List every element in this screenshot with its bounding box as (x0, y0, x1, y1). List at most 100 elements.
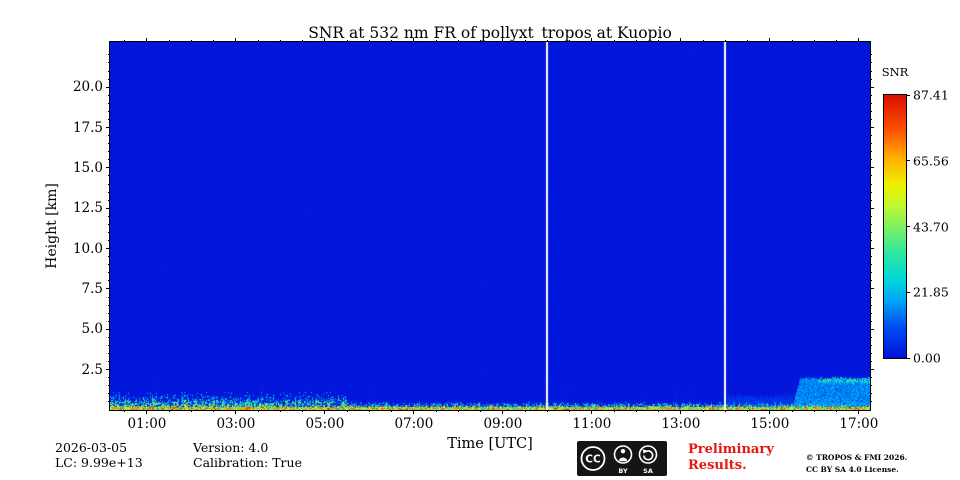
y-tick-mark (106, 207, 110, 209)
y-minor-tick-mark-right (870, 151, 872, 153)
y-minor-tick-mark (108, 256, 110, 258)
x-minor-tick-mark (747, 410, 749, 412)
x-minor-tick-mark (480, 410, 482, 412)
y-minor-tick-mark (108, 377, 110, 379)
by-label: BY (618, 467, 628, 475)
x-tick-mark (858, 410, 860, 414)
colorbar-tick-mark (906, 291, 910, 293)
x-tick-mark (769, 410, 771, 414)
y-tick-mark (106, 127, 110, 129)
y-tick-mark (106, 248, 110, 250)
y-tick-mark-right (870, 86, 874, 88)
x-minor-tick-mark-top (124, 40, 126, 42)
x-minor-tick-mark-top (836, 40, 838, 42)
colorbar-tick-label: 65.56 (913, 153, 949, 169)
sa-arrow-arc (643, 450, 654, 461)
y-minor-tick-mark-right (870, 94, 872, 96)
y-minor-tick-mark (108, 118, 110, 120)
y-minor-tick-mark (108, 393, 110, 395)
y-minor-tick-mark (108, 312, 110, 314)
x-tick-label: 05:00 (305, 416, 345, 432)
x-minor-tick-mark (457, 410, 459, 412)
y-minor-tick-mark-right (870, 377, 872, 379)
y-minor-tick-mark-right (870, 135, 872, 137)
y-minor-tick-mark (108, 320, 110, 322)
x-minor-tick-mark-top (213, 40, 215, 42)
y-tick-mark-right (870, 127, 874, 129)
y-tick-mark-right (870, 207, 874, 209)
x-tick-mark (324, 410, 326, 414)
y-tick-mark (106, 328, 110, 330)
plot-area (109, 41, 871, 411)
y-minor-tick-mark-right (870, 54, 872, 56)
preliminary-results-text: Preliminary Results. (688, 442, 774, 473)
x-minor-tick-mark (724, 410, 726, 412)
x-tick-label: 07:00 (394, 416, 434, 432)
colorbar-tick-label: 43.70 (913, 219, 949, 234)
y-minor-tick-mark-right (870, 183, 872, 185)
y-tick-label: 10.0 (72, 240, 103, 257)
y-minor-tick-mark-right (870, 102, 872, 104)
y-minor-tick-mark (108, 296, 110, 298)
y-minor-tick-mark (108, 215, 110, 217)
x-minor-tick-mark-top (813, 40, 815, 42)
x-tick-mark-top (502, 38, 504, 42)
y-tick-mark-right (870, 248, 874, 250)
version-text: Version: 4.0 (193, 440, 269, 455)
x-minor-tick-mark-top (457, 40, 459, 42)
y-tick-label: 5.0 (81, 321, 103, 338)
y-minor-tick-mark (108, 135, 110, 137)
colorbar-tick-label: 21.85 (913, 284, 949, 300)
x-minor-tick-mark (613, 410, 615, 412)
y-minor-tick-mark-right (870, 296, 872, 298)
y-minor-tick-mark (108, 401, 110, 403)
y-minor-tick-mark-right (870, 215, 872, 217)
lidar-constant-text: LC: 9.99e+13 (55, 455, 143, 470)
x-tick-label: 15:00 (750, 416, 790, 432)
x-minor-tick-mark (279, 410, 281, 412)
copyright-line1: © TROPOS & FMI 2026. (806, 453, 908, 462)
y-minor-tick-mark-right (870, 191, 872, 193)
x-minor-tick-mark (190, 410, 192, 412)
x-tick-label: 13:00 (661, 416, 701, 432)
y-minor-tick-mark (108, 199, 110, 201)
x-minor-tick-mark-top (747, 40, 749, 42)
x-minor-tick-mark-top (435, 40, 437, 42)
by-person-body (619, 457, 627, 462)
colorbar-title: SNR (881, 65, 909, 79)
x-minor-tick-mark (124, 410, 126, 412)
measurement-date: 2026-03-05 (55, 440, 128, 455)
y-minor-tick-mark (108, 191, 110, 193)
y-minor-tick-mark (108, 78, 110, 80)
x-minor-tick-mark-top (190, 40, 192, 42)
x-minor-tick-mark (168, 410, 170, 412)
x-minor-tick-mark (569, 410, 571, 412)
snr-heatmap (110, 42, 870, 410)
sa-label: SA (643, 467, 653, 475)
colorbar-tick-label: 87.41 (913, 87, 949, 103)
x-tick-mark-top (235, 38, 237, 42)
x-minor-tick-mark-top (724, 40, 726, 42)
x-minor-tick-mark-top (546, 40, 548, 42)
y-minor-tick-mark (108, 110, 110, 112)
x-tick-mark-top (324, 38, 326, 42)
y-minor-tick-mark (108, 143, 110, 145)
colorbar-tick-label: 0.00 (913, 350, 941, 366)
x-minor-tick-mark-top (658, 40, 660, 42)
y-tick-label: 2.5 (81, 361, 103, 378)
y-tick-mark (106, 86, 110, 88)
y-minor-tick-mark-right (870, 353, 872, 354)
x-tick-mark (413, 410, 415, 414)
y-tick-label: 15.0 (72, 159, 103, 176)
x-tick-label: 17:00 (839, 416, 879, 432)
x-minor-tick-mark (524, 410, 526, 412)
x-tick-mark-top (769, 38, 771, 42)
colorbar-tick-mark (906, 226, 910, 227)
x-tick-mark-top (680, 38, 682, 42)
cc-badge-svg: CC BY SA (577, 441, 667, 476)
y-minor-tick-mark-right (870, 361, 872, 363)
y-minor-tick-mark (108, 175, 110, 177)
y-minor-tick-mark-right (870, 70, 872, 72)
